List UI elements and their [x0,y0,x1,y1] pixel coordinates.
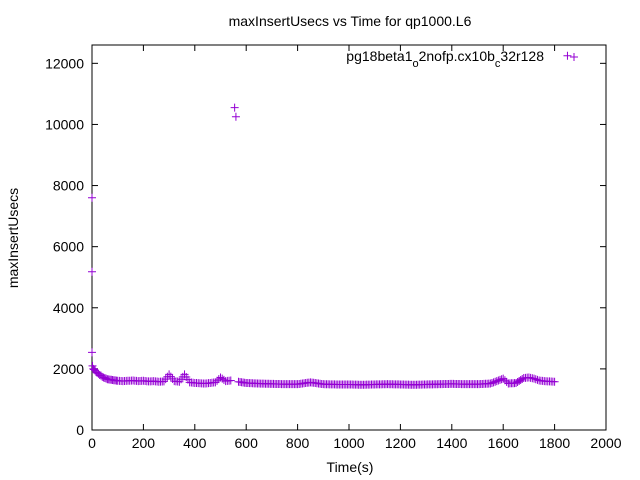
data-point [533,375,542,384]
x-tick-label: 1800 [539,435,570,451]
x-tick-label: 1200 [385,435,416,451]
legend: pg18beta1o2nofp.cx10bc32r128 [346,48,578,70]
data-point [230,103,239,112]
y-tick-label: 6000 [53,239,84,255]
y-tick-label: 4000 [53,300,84,316]
data-point [218,374,227,383]
legend-plus-icon [570,53,578,61]
data-point [491,377,500,386]
chart-title: maxInsertUsecs vs Time for qp1000.L6 [229,13,472,29]
data-point [209,378,218,387]
x-tick-label: 0 [88,435,96,451]
data-point [213,376,222,385]
legend-marker [570,53,578,61]
data-point [531,375,540,384]
x-tick-label: 1000 [333,435,364,451]
x-axis: 0 200 400 600 800 1000 1200 1400 1600 1800 2000 [88,45,622,451]
data-point [516,376,525,385]
x-tick-label: 600 [235,435,259,451]
y-tick-label: 0 [76,422,84,438]
data-point [487,378,496,387]
x-tick-label: 1600 [488,435,519,451]
data-point [88,193,96,202]
data-point [499,374,508,383]
x-tick-label: 800 [286,435,310,451]
data-point [484,379,493,388]
y-tick-label: 2000 [53,361,84,377]
x-tick-label: 400 [183,435,207,451]
y-tick-label: 12000 [45,55,84,71]
data-point [563,51,572,60]
data-point [225,376,234,385]
y-axis: 0 2000 4000 6000 8000 10000 12000 [45,55,606,438]
x-tick-label: 1400 [436,435,467,451]
data-point [500,376,509,385]
data-point [518,375,527,384]
data-point [528,374,537,383]
data-point [489,378,498,387]
data-point [88,267,96,276]
data-point [492,377,501,386]
data-point [497,375,506,384]
data-point [548,377,557,386]
x-axis-label: Time(s) [327,459,374,475]
data-point [231,112,240,121]
x-tick-label: 2000 [590,435,621,451]
y-tick-label: 10000 [45,116,84,132]
series-points [88,51,572,389]
data-point [219,375,228,384]
x-tick-label: 200 [132,435,156,451]
data-point [88,348,96,357]
y-axis-label: maxInsertUsecs [5,188,21,288]
y-tick-label: 8000 [53,178,84,194]
data-point [502,377,511,386]
legend-entry-label: pg18beta1o2nofp.cx10bc32r128 [346,48,544,70]
